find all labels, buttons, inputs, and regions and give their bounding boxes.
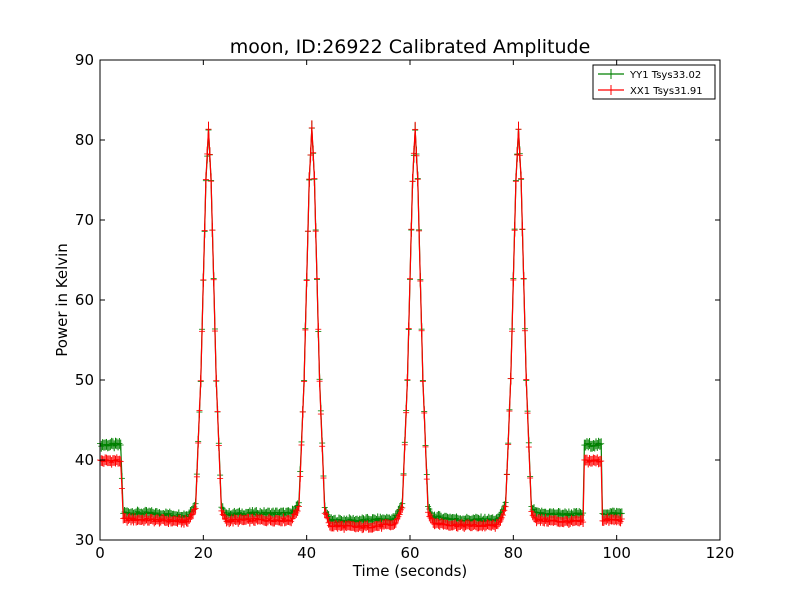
legend-box [592, 64, 716, 100]
x-tick-label: 120 [706, 544, 735, 562]
x-tick-label: 0 [95, 544, 105, 562]
x-tick-label: 40 [297, 544, 316, 562]
x-tick-label: 80 [504, 544, 523, 562]
x-axis-label: Time (seconds) [352, 562, 468, 580]
chart-title: moon, ID:26922 Calibrated Amplitude [230, 36, 591, 58]
x-tick-label: 20 [194, 544, 213, 562]
legend-label: XX1 Tsys31.91 [630, 86, 703, 97]
y-tick-label: 80 [75, 131, 94, 149]
tick-layer: 0 20 40 60 80 100 120 30 40 50 60 70 80 90 [75, 51, 734, 562]
legend-label: YY1 Tsys33.02 [629, 70, 701, 81]
y-tick-label: 40 [75, 451, 94, 469]
legend: YY1 Tsys33.02 XX1 Tsys31.91 [592, 64, 716, 100]
x-tick-label: 100 [602, 544, 631, 562]
series-layer [97, 120, 625, 534]
y-tick-label: 30 [75, 531, 94, 549]
y-tick-label: 70 [75, 211, 94, 229]
y-tick-label: 60 [75, 291, 94, 309]
y-tick-label: 50 [75, 371, 94, 389]
y-tick-label: 90 [75, 51, 94, 69]
series-1 [97, 120, 625, 534]
plot-area: 0 20 40 60 80 100 120 30 40 50 60 70 80 90 [75, 51, 734, 562]
x-tick-label: 60 [400, 544, 419, 562]
y-axis-label: Power in Kelvin [53, 243, 71, 357]
